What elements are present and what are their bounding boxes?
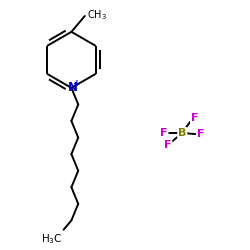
Text: N: N	[68, 82, 78, 94]
Text: +: +	[74, 78, 81, 88]
Text: F: F	[190, 113, 198, 123]
Text: CH$_3$: CH$_3$	[87, 8, 107, 22]
Text: B: B	[178, 128, 186, 138]
Text: F: F	[197, 129, 204, 139]
Text: F: F	[164, 140, 172, 150]
Text: H$_3$C: H$_3$C	[41, 232, 63, 246]
Text: F: F	[160, 128, 168, 138]
